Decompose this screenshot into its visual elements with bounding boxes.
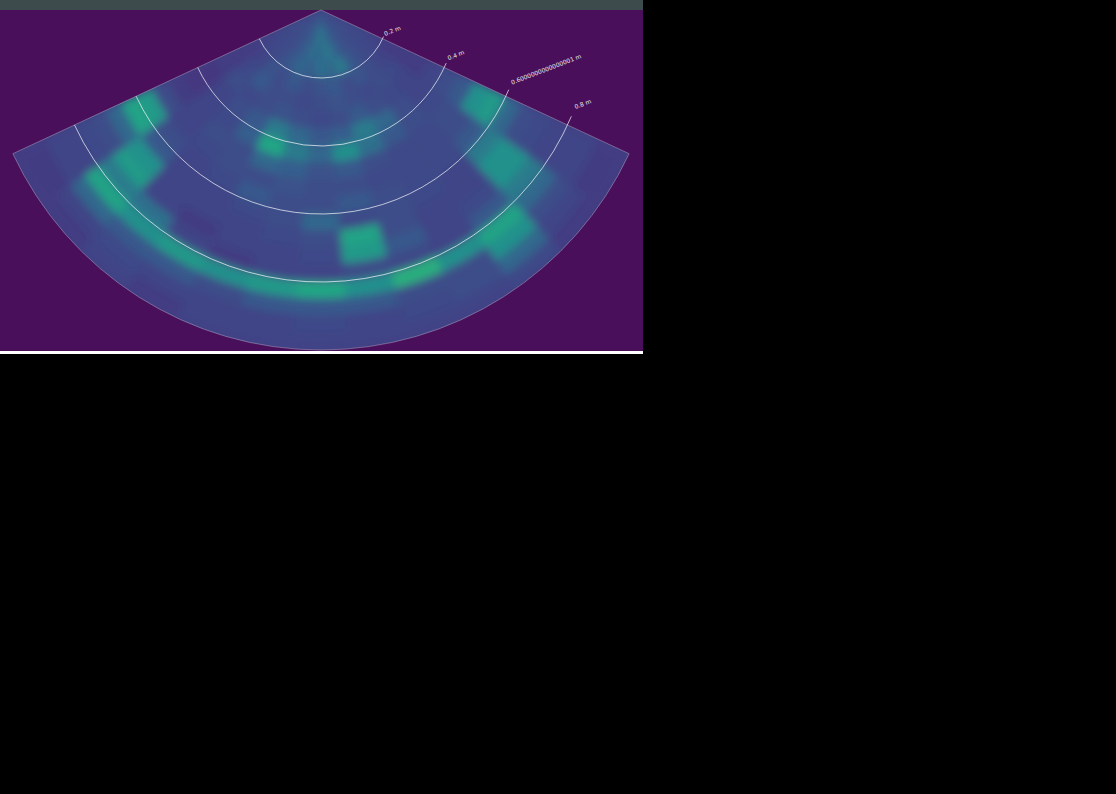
heat-cell bbox=[295, 92, 314, 112]
heat-cell bbox=[311, 112, 332, 129]
page-background bbox=[0, 0, 1116, 794]
range-label: 0.8 m bbox=[573, 97, 592, 110]
plot-area bbox=[13, 10, 629, 350]
heat-cell bbox=[549, 195, 599, 250]
heat-cell bbox=[291, 332, 350, 350]
range-ring bbox=[136, 90, 509, 214]
heat-cell bbox=[308, 145, 335, 163]
plot-background bbox=[0, 10, 643, 351]
window-bar bbox=[0, 0, 643, 10]
heat-cell bbox=[405, 303, 465, 339]
heat-cell bbox=[299, 247, 343, 265]
heat-cell bbox=[303, 59, 316, 77]
range-label: 0.2 m bbox=[383, 24, 402, 37]
heat-cell bbox=[300, 230, 341, 248]
heat-cell bbox=[303, 196, 339, 214]
heat-cell bbox=[302, 213, 341, 231]
heat-cell bbox=[13, 147, 57, 206]
heat-cell bbox=[177, 303, 237, 339]
bottom-border bbox=[0, 351, 643, 354]
heat-cell bbox=[305, 179, 338, 197]
heat-cell bbox=[299, 76, 315, 95]
range-ring bbox=[259, 37, 383, 78]
heat-cell bbox=[293, 315, 349, 333]
range-label: 0.4 m bbox=[446, 48, 465, 61]
heat-cell bbox=[312, 95, 330, 112]
sonar-figure: 0.2 m 0.4 m 0.6000000000000001 m 0.8 m bbox=[0, 0, 1116, 794]
heat-cell bbox=[294, 298, 347, 316]
fan-frame bbox=[13, 10, 629, 350]
heat-cell bbox=[297, 264, 344, 282]
heat-cell bbox=[506, 238, 561, 288]
heat-cell bbox=[306, 162, 336, 180]
cells bbox=[13, 10, 629, 350]
heat-cell bbox=[42, 195, 92, 250]
heat-cell bbox=[81, 238, 136, 288]
heat-cell bbox=[126, 275, 185, 319]
heat-cell bbox=[315, 61, 327, 78]
range-label: 0.6000000000000001 m bbox=[510, 52, 582, 85]
heat-cell bbox=[314, 78, 329, 95]
range-ring bbox=[74, 116, 571, 282]
heat-cell bbox=[586, 147, 630, 206]
range-ring bbox=[198, 63, 446, 146]
heat-cell bbox=[458, 275, 517, 319]
heat-cell bbox=[309, 129, 333, 146]
heat-cell bbox=[296, 281, 346, 299]
fan-background bbox=[13, 10, 629, 350]
